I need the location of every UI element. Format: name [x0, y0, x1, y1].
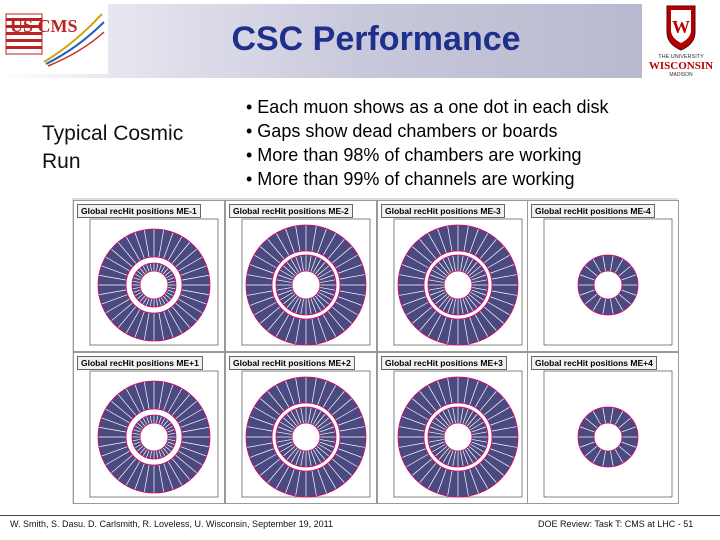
panel-me-plus-1: Global recHit positions ME+1 [73, 352, 225, 504]
disk-plot [543, 218, 673, 346]
disk-plot [241, 370, 371, 498]
rechit-panel-grid: Global recHit positions ME-1 Global recH… [72, 198, 679, 504]
disk-plot [241, 218, 371, 346]
panel-title: Global recHit positions ME+3 [381, 356, 507, 370]
uw-line1: THE UNIVERSITY [658, 54, 704, 60]
page-title: CSC Performance [231, 20, 521, 58]
panel-title: Global recHit positions ME+2 [229, 356, 355, 370]
panel-me-minus-2: Global recHit positions ME-2 [225, 200, 377, 352]
disk-plot [89, 218, 219, 346]
bullet-item: • Each muon shows as a one dot in each d… [246, 97, 609, 117]
uw-madison-logo: W THE UNIVERSITY WISCONSIN MADISON [645, 2, 717, 78]
disk-plot [393, 218, 523, 346]
panel-me-minus-4: Global recHit positions ME-4 [527, 200, 679, 352]
panel-title: Global recHit positions ME+4 [531, 356, 657, 370]
panel-me-minus-1: Global recHit positions ME-1 [73, 200, 225, 352]
disk-plot [543, 370, 673, 498]
bullet-list: • Each muon shows as a one dot in each d… [246, 95, 609, 191]
disk-plot [89, 370, 219, 498]
uw-line3: MADISON [669, 72, 693, 78]
disk-plot [393, 370, 523, 498]
footer-divider [0, 515, 720, 516]
panel-me-plus-4: Global recHit positions ME+4 [527, 352, 679, 504]
typical-cosmic-run-label: Typical Cosmic Run [42, 122, 184, 173]
svg-text:W: W [672, 17, 690, 37]
bullet-item: • Gaps show dead chambers or boards [246, 121, 558, 141]
panel-me-plus-3: Global recHit positions ME+3 [377, 352, 529, 504]
panel-title: Global recHit positions ME-2 [229, 204, 353, 218]
panel-me-plus-2: Global recHit positions ME+2 [225, 352, 377, 504]
bullet-item: • More than 99% of channels are working [246, 169, 575, 189]
panel-title: Global recHit positions ME+1 [77, 356, 203, 370]
panel-title: Global recHit positions ME-3 [381, 204, 505, 218]
uscms-logo-text: US CMS [10, 16, 78, 36]
footer-credits: W. Smith, S. Dasu. D. Carlsmith, R. Love… [10, 519, 333, 529]
uw-line2: WISCONSIN [649, 60, 713, 72]
bullet-item: • More than 98% of chambers are working [246, 145, 582, 165]
uscms-logo: US CMS [4, 4, 108, 74]
panel-me-minus-3: Global recHit positions ME-3 [377, 200, 529, 352]
panel-title: Global recHit positions ME-1 [77, 204, 201, 218]
panel-title: Global recHit positions ME-4 [531, 204, 655, 218]
footer-page-info: DOE Review: Task T: CMS at LHC - 51 [538, 519, 694, 529]
